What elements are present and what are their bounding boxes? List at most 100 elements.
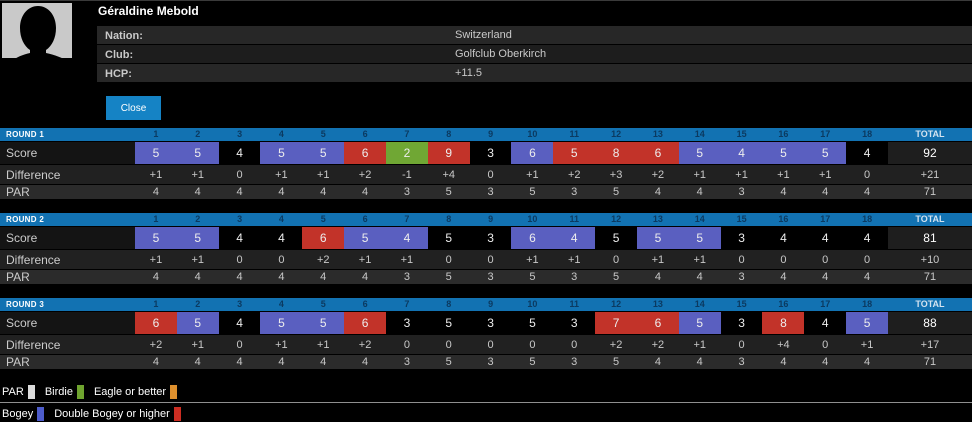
- hole-number: 13: [652, 299, 663, 309]
- hole-number: 14: [694, 299, 705, 309]
- legend-row: PAR Birdie Eagle or better: [0, 383, 972, 400]
- nation-label: Nation:: [105, 30, 143, 42]
- hole-number: 4: [278, 214, 284, 224]
- total-score: 92: [887, 142, 972, 164]
- total-score: 88: [887, 312, 972, 334]
- par-cell: 4: [236, 271, 243, 283]
- hole-number: 14: [694, 129, 705, 139]
- score-cell: 3: [469, 142, 512, 164]
- difference-cell: +1: [358, 253, 372, 266]
- score-row-label: Score: [0, 312, 135, 334]
- round-header-row: ROUND 1 1 2 3 4 5 6 7 8 9 10 11 12 13 14 15 16 17 18 TOTAL: [0, 128, 972, 141]
- difference-cell: +2: [358, 168, 372, 181]
- hole-number: 9: [488, 214, 494, 224]
- person-silhouette-icon: [2, 6, 82, 76]
- legend-swatch-eagle-or-better: [170, 384, 178, 399]
- difference-cell: +1: [860, 338, 874, 351]
- hole-number: 7: [404, 129, 410, 139]
- hole-number: 6: [362, 214, 368, 224]
- round-label: ROUND 3: [6, 300, 45, 309]
- score-cell: 5: [762, 142, 805, 164]
- par-cell: 5: [445, 271, 452, 283]
- score-cell: 3: [469, 312, 512, 334]
- round-label: ROUND 2: [6, 215, 45, 224]
- hole-number: 7: [404, 214, 410, 224]
- hole-number: 7: [404, 299, 410, 309]
- score-cell: 5: [260, 312, 303, 334]
- difference-cell: 0: [487, 253, 494, 266]
- score-cell: 5: [427, 227, 470, 249]
- par-cell: 4: [194, 186, 201, 198]
- difference-cell: 0: [278, 253, 285, 266]
- par-cell: 3: [571, 271, 578, 283]
- score-cell: 6: [344, 142, 386, 164]
- legend-label: Birdie: [44, 385, 73, 398]
- round-label: ROUND 1: [6, 130, 45, 139]
- score-cell: 4: [218, 312, 261, 334]
- difference-cell: +1: [693, 168, 707, 181]
- close-button[interactable]: Close: [106, 96, 161, 120]
- difference-cell: +1: [526, 253, 539, 266]
- score-cell: 4: [218, 142, 261, 164]
- total-score: 81: [887, 227, 972, 249]
- hole-number: 16: [778, 299, 789, 309]
- score-cell: 5: [176, 227, 219, 249]
- difference-cell: +1: [149, 168, 163, 181]
- round-header-row: ROUND 3 1 2 3 4 5 6 7 8 9 10 11 12 13 14 15 16 17 18 TOTAL: [0, 298, 972, 311]
- hole-number: 11: [569, 299, 579, 309]
- hole-number: 9: [488, 129, 494, 139]
- difference-cell: +4: [777, 338, 790, 351]
- hole-number: 6: [362, 129, 368, 139]
- score-cell: 6: [511, 227, 554, 249]
- difference-cell: 0: [822, 338, 829, 351]
- par-cell: 3: [487, 356, 494, 368]
- hole-number: 12: [611, 129, 622, 139]
- total-header-label: TOTAL: [915, 129, 945, 139]
- total-difference: +10: [920, 253, 940, 266]
- score-cell: 4: [846, 142, 888, 164]
- difference-cell: +1: [526, 168, 539, 181]
- par-cell: 4: [320, 356, 327, 368]
- club-label: Club:: [105, 49, 134, 61]
- par-cell: 5: [613, 356, 620, 368]
- hcp-label: HCP:: [105, 68, 132, 80]
- par-cell: 4: [278, 356, 285, 368]
- score-cell: 5: [636, 227, 679, 249]
- par-cell: 4: [780, 356, 787, 368]
- score-cell: 3: [553, 312, 596, 334]
- par-cell: 4: [278, 271, 285, 283]
- par-cell: 4: [822, 186, 829, 198]
- difference-cell: +1: [777, 168, 790, 181]
- difference-cell: 0: [822, 253, 829, 266]
- par-row: PAR 4 4 4 4 4 4 3 5 3 5 3 5 4 4 3 4 4 4 71: [0, 355, 972, 369]
- par-cell: 4: [362, 186, 369, 198]
- par-cell: 4: [278, 186, 285, 198]
- par-cell: 4: [822, 271, 829, 283]
- difference-cell: +1: [316, 168, 330, 181]
- score-cell: 3: [385, 312, 428, 334]
- par-cell: 5: [445, 356, 452, 368]
- par-cell: 5: [529, 186, 536, 198]
- legend-label: Double Bogey or higher: [54, 407, 170, 420]
- score-cell: 5: [427, 312, 470, 334]
- difference-cell: +2: [651, 338, 665, 351]
- par-cell: 4: [696, 186, 703, 198]
- par-cell: 5: [445, 186, 452, 198]
- hole-number: 11: [569, 214, 579, 224]
- hole-number: 12: [611, 299, 622, 309]
- round-header-row: ROUND 2 1 2 3 4 5 6 7 8 9 10 11 12 13 14 15 16 17 18 TOTAL: [0, 213, 972, 226]
- info-row-nation: Nation: Switzerland: [97, 26, 972, 44]
- hole-number: 6: [362, 299, 368, 309]
- difference-cell: +2: [609, 338, 623, 351]
- legend-swatch-double-bogey-or-higher: [173, 406, 181, 421]
- hole-number: 18: [862, 299, 873, 309]
- par-cell: 4: [152, 271, 159, 283]
- score-cell: 5: [678, 142, 721, 164]
- par-cell: 5: [613, 186, 620, 198]
- score-cell: 4: [260, 227, 303, 249]
- total-par: 71: [923, 356, 937, 368]
- par-cell: 4: [194, 271, 201, 283]
- hole-number: 2: [195, 299, 201, 309]
- legend-swatch-bogey: [37, 406, 45, 421]
- round-table: ROUND 1 1 2 3 4 5 6 7 8 9 10 11 12 13 14 15 16 17 18 TOTAL S…: [0, 128, 972, 199]
